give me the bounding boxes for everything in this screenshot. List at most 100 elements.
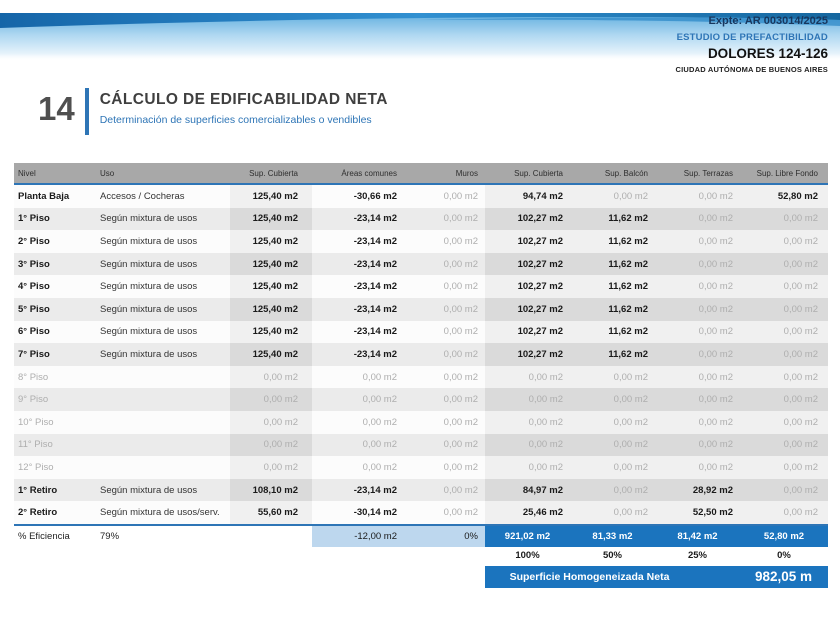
cell-sup-cubierta: 0,00 m2: [230, 388, 312, 411]
table-row: 11° Piso 0,00 m2 0,00 m2 0,00 m2 0,00 m2 0,00…: [14, 433, 828, 457]
efficiency-value: 79%: [100, 530, 120, 542]
cell-sup-cubierta-2: 102,27 m2: [485, 275, 570, 298]
cell-sup-balcon: 11,62 m2: [570, 230, 655, 253]
cell-sup-terrazas: 0,00 m2: [655, 410, 740, 434]
cell-sup-balcon: 11,62 m2: [570, 275, 655, 298]
table-row: 1° Retiro Según mixtura de usos 108,10 m2 -…: [14, 478, 828, 502]
cell-sup-balcon: 0,00 m2: [570, 456, 655, 479]
cell-areas-comunes: 0,00 m2: [362, 416, 397, 428]
summary-value: 982,05 m: [754, 569, 812, 585]
cell-sup-libre-fondo: 0,00 m2: [740, 297, 828, 321]
project-address: DOLORES 124-126: [707, 46, 828, 61]
cell-areas-comunes: -23,14 m2: [353, 281, 397, 293]
cell-sup-terrazas: 0,00 m2: [655, 252, 740, 276]
cell-sup-balcon: 0,00 m2: [570, 478, 655, 502]
cell-nivel: 1° Piso: [18, 213, 50, 225]
cell-nivel: 7° Piso: [18, 348, 50, 360]
city-name: CIUDAD AUTÓNOMA DE BUENOS AIRES: [675, 65, 828, 74]
cell-sup-cubierta: 0,00 m2: [230, 410, 312, 434]
study-type: ESTUDIO DE PREFACTIBILIDAD: [676, 32, 828, 43]
cell-nivel: Planta Baja: [18, 190, 70, 202]
cell-sup-cubierta-2: 0,00 m2: [485, 410, 570, 434]
column-header-sup-balcon: Sup. Balcón: [604, 168, 648, 178]
total-sup-cubierta: 921,02 m2: [485, 525, 570, 547]
cell-muros: 0,00 m2: [443, 484, 478, 496]
column-header-sup-terrazas: Sup. Terrazas: [683, 168, 733, 178]
cell-sup-libre-fondo: 0,00 m2: [740, 275, 828, 298]
cell-nivel: 8° Piso: [18, 371, 49, 383]
cell-areas-comunes: -23,14 m2: [353, 348, 397, 360]
table-row: 7° Piso Según mixtura de usos 125,40 m2 -23…: [14, 343, 828, 366]
cell-sup-cubierta-2: 0,00 m2: [485, 456, 570, 479]
efficiency-row: % Eficiencia 79% -12,00 m2 0% 921,02 m2 …: [14, 525, 828, 547]
cell-sup-cubierta: 125,40 m2: [230, 230, 312, 253]
cell-areas-comunes: -30,14 m2: [353, 507, 397, 519]
cell-uso: Según mixtura de usos: [100, 213, 198, 225]
summary-label: Superficie Homogeneizada Neta: [509, 570, 670, 583]
total-sup-terrazas: 81,42 m2: [655, 525, 740, 547]
cell-uso: Según mixtura de usos: [100, 303, 198, 315]
cell-sup-cubierta: 125,40 m2: [230, 207, 312, 231]
column-header-sup-cubierta: Sup. Cubierta: [249, 168, 298, 178]
title-divider-bar: [84, 88, 89, 135]
cell-nivel: 6° Piso: [18, 326, 50, 338]
cell-muros: 0,00 m2: [443, 439, 478, 451]
cell-areas-comunes: 0,00 m2: [362, 439, 397, 451]
cell-areas-comunes: -23,14 m2: [353, 213, 397, 225]
common-areas-total: -12,00 m2: [312, 525, 405, 547]
cell-sup-balcon: 0,00 m2: [570, 185, 655, 208]
column-header-uso: Uso: [100, 168, 115, 178]
cell-sup-libre-fondo: 0,00 m2: [740, 478, 828, 502]
weight-sup-libre-fondo: 0%: [777, 550, 791, 562]
header-band: [0, 13, 840, 65]
cell-muros: 0,00 m2: [443, 371, 478, 383]
cell-uso: Según mixtura de usos: [100, 258, 198, 270]
cell-sup-libre-fondo: 0,00 m2: [740, 365, 828, 389]
cell-areas-comunes: -23,14 m2: [353, 258, 397, 270]
header-separator-line: [14, 183, 828, 185]
cell-nivel: 4° Piso: [18, 281, 50, 293]
document-header: Expte: AR 003014/2025 ESTUDIO DE PREFACT…: [676, 14, 828, 75]
cell-nivel: 10° Piso: [18, 416, 54, 428]
cell-sup-cubierta: 108,10 m2: [230, 478, 312, 502]
cell-sup-cubierta: 125,40 m2: [230, 252, 312, 276]
table-bottom-line: [14, 523, 828, 526]
cell-uso: Según mixtura de usos: [100, 281, 198, 293]
cell-nivel: 9° Piso: [18, 394, 49, 406]
cell-sup-balcon: 11,62 m2: [570, 252, 655, 276]
cell-areas-comunes: -23,14 m2: [353, 484, 397, 496]
cell-sup-terrazas: 0,00 m2: [655, 185, 740, 208]
cell-sup-libre-fondo: 0,00 m2: [740, 230, 828, 253]
cell-sup-cubierta: 0,00 m2: [230, 365, 312, 389]
cell-sup-cubierta: 125,40 m2: [230, 343, 312, 366]
cell-sup-balcon: 11,62 m2: [570, 207, 655, 231]
table-row: 12° Piso 0,00 m2 0,00 m2 0,00 m2 0,00 m2 0,00…: [14, 456, 828, 479]
cell-muros: 0,00 m2: [443, 461, 478, 473]
cell-uso: Según mixtura de usos: [100, 348, 198, 360]
cell-sup-terrazas: 0,00 m2: [655, 275, 740, 298]
table-row: 1° Piso Según mixtura de usos 125,40 m2 -23…: [14, 207, 828, 231]
cell-sup-terrazas: 0,00 m2: [655, 343, 740, 366]
cell-areas-comunes: 0,00 m2: [362, 461, 397, 473]
cell-sup-terrazas: 0,00 m2: [655, 297, 740, 321]
cell-sup-terrazas: 0,00 m2: [655, 230, 740, 253]
page-title: CÁLCULO DE EDIFICABILIDAD NETA: [99, 91, 388, 108]
cell-sup-balcon: 11,62 m2: [570, 297, 655, 321]
cell-sup-cubierta: 0,00 m2: [230, 433, 312, 457]
section-number: 14: [38, 90, 75, 127]
column-header-sup-libre-fondo: Sup. Libre Fondo: [756, 168, 818, 178]
expediente-number: Expte: AR 003014/2025: [708, 15, 828, 27]
cell-sup-cubierta-2: 102,27 m2: [485, 320, 570, 344]
cell-muros: 0,00 m2: [443, 213, 478, 225]
cell-nivel: 2° Piso: [18, 235, 50, 247]
cell-uso: Accesos / Cocheras: [100, 190, 185, 202]
cell-sup-balcon: 0,00 m2: [570, 410, 655, 434]
cell-sup-terrazas: 0,00 m2: [655, 365, 740, 389]
cell-sup-terrazas: 0,00 m2: [655, 388, 740, 411]
page-subtitle: Determinación de superficies comercializ…: [99, 114, 372, 126]
cell-sup-balcon: 0,00 m2: [570, 433, 655, 457]
cell-sup-terrazas: 0,00 m2: [655, 320, 740, 344]
cell-muros: 0,00 m2: [443, 394, 478, 406]
cell-muros: 0,00 m2: [443, 258, 478, 270]
table-row: 6° Piso Según mixtura de usos 125,40 m2 -23…: [14, 320, 828, 344]
